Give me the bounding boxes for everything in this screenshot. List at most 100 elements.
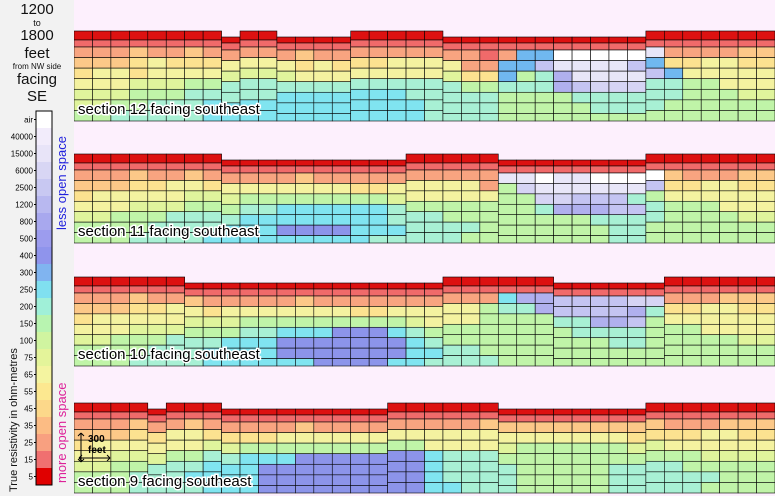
- heatmap-cell: [258, 337, 278, 349]
- heatmap-cell: [608, 42, 628, 51]
- heatmap-cell: [534, 165, 554, 174]
- heatmap-cell: [608, 224, 628, 236]
- heatmap-cell: [405, 402, 425, 413]
- heatmap-cell: [497, 42, 518, 51]
- heatmap-cell: [516, 235, 536, 244]
- heatmap-cell: [424, 232, 444, 244]
- heatmap-cell: [165, 88, 185, 101]
- heatmap-cell: [571, 442, 591, 455]
- heatmap-cell: [258, 282, 278, 290]
- heatmap-cell: [295, 421, 315, 433]
- heatmap-cell: [571, 49, 591, 61]
- heatmap-cell: [571, 474, 591, 486]
- heatmap-cell: [313, 432, 333, 444]
- heatmap-cell: [461, 36, 481, 44]
- heatmap-cell: [405, 482, 425, 494]
- heatmap-cell: [664, 471, 684, 483]
- heatmap-cell: [682, 418, 702, 430]
- heatmap-cell: [331, 193, 352, 205]
- heatmap-cell: [424, 347, 444, 359]
- heatmap-cell: [350, 39, 370, 48]
- heatmap-cell: [737, 46, 757, 58]
- heatmap-cell: [590, 326, 610, 339]
- heatmap-cell: [147, 67, 167, 80]
- heatmap-cell: [147, 200, 167, 213]
- heatmap-cell: [442, 211, 462, 223]
- heatmap-cell: [627, 347, 647, 359]
- heatmap-cell: [313, 102, 333, 114]
- heatmap-cell: [165, 450, 185, 462]
- heatmap-cell: [368, 485, 388, 494]
- heatmap-cell: [424, 450, 444, 462]
- heatmap-cell: [627, 172, 647, 184]
- heatmap-cell: [497, 203, 518, 216]
- heatmap-cell: [442, 292, 462, 304]
- heatmap-cell: [110, 190, 130, 202]
- legend-swatch: [36, 111, 52, 129]
- heatmap-cell: [737, 67, 757, 80]
- heatmap-cell: [534, 42, 554, 51]
- heatmap-cell: [350, 46, 370, 58]
- heatmap-cell: [92, 276, 112, 287]
- heatmap-cell: [331, 485, 352, 494]
- heatmap-cell: [664, 411, 684, 420]
- heatmap-cell: [608, 91, 628, 104]
- heatmap-cell: [258, 183, 278, 195]
- heatmap-cell: [405, 326, 425, 339]
- heatmap-cell: [350, 288, 370, 297]
- heatmap-cell: [461, 81, 481, 93]
- heatmap-cell: [350, 214, 370, 226]
- heatmap-cell: [202, 411, 222, 420]
- heatmap-cell: [405, 162, 425, 171]
- heatmap-cell: [368, 442, 388, 455]
- heatmap-cell: [461, 418, 481, 430]
- heatmap-cell: [479, 276, 499, 287]
- heatmap-cell: [497, 183, 518, 195]
- heatmap-cell: [350, 421, 370, 433]
- heatmap-cell: [221, 60, 241, 72]
- heatmap-cell: [479, 303, 499, 315]
- heatmap-cell: [608, 358, 628, 367]
- heatmap-cell: [700, 276, 720, 287]
- heatmap-cell: [682, 323, 702, 336]
- heatmap-cell: [276, 326, 296, 339]
- heatmap-cell: [645, 190, 665, 202]
- heatmap-cell: [664, 292, 684, 304]
- heatmap-cell: [497, 165, 518, 174]
- heatmap-cell: [424, 200, 444, 213]
- heatmap-cell: [608, 442, 628, 455]
- heatmap-cell: [442, 355, 462, 367]
- heatmap-cell: [258, 88, 278, 101]
- heatmap-cell: [534, 193, 554, 205]
- heatmap-cell: [627, 235, 647, 244]
- heatmap-cell: [184, 429, 204, 441]
- heatmap-cell: [719, 355, 739, 367]
- heatmap-cell: [74, 169, 93, 181]
- heatmap-cell: [276, 91, 296, 104]
- heatmap-cell: [571, 295, 591, 307]
- heatmap-cell: [239, 193, 259, 205]
- heatmap-cell: [350, 224, 370, 236]
- heatmap-cell: [295, 193, 315, 205]
- heatmap-cell: [202, 200, 222, 213]
- heatmap-cell: [221, 49, 241, 61]
- heatmap-cell: [645, 439, 665, 452]
- heatmap-cell: [74, 402, 93, 413]
- heatmap-cell: [756, 411, 775, 420]
- heatmap-cell: [645, 200, 665, 213]
- heatmap-cell: [331, 442, 352, 455]
- heatmap-cell: [165, 276, 185, 287]
- heatmap-cell: [682, 99, 702, 111]
- heatmap-cell: [756, 285, 775, 294]
- heatmap-cell: [497, 292, 518, 304]
- heatmap-cell: [534, 414, 554, 423]
- heatmap-cell: [295, 203, 315, 216]
- heatmap-cell: [645, 169, 665, 181]
- heatmap-cell: [516, 292, 536, 304]
- heatmap-cell: [756, 460, 775, 473]
- heatmap-cell: [221, 183, 241, 195]
- heatmap-cell: [350, 414, 370, 423]
- heatmap-cell: [571, 316, 591, 328]
- heatmap-cell: [202, 402, 222, 413]
- heatmap-cell: [202, 295, 222, 307]
